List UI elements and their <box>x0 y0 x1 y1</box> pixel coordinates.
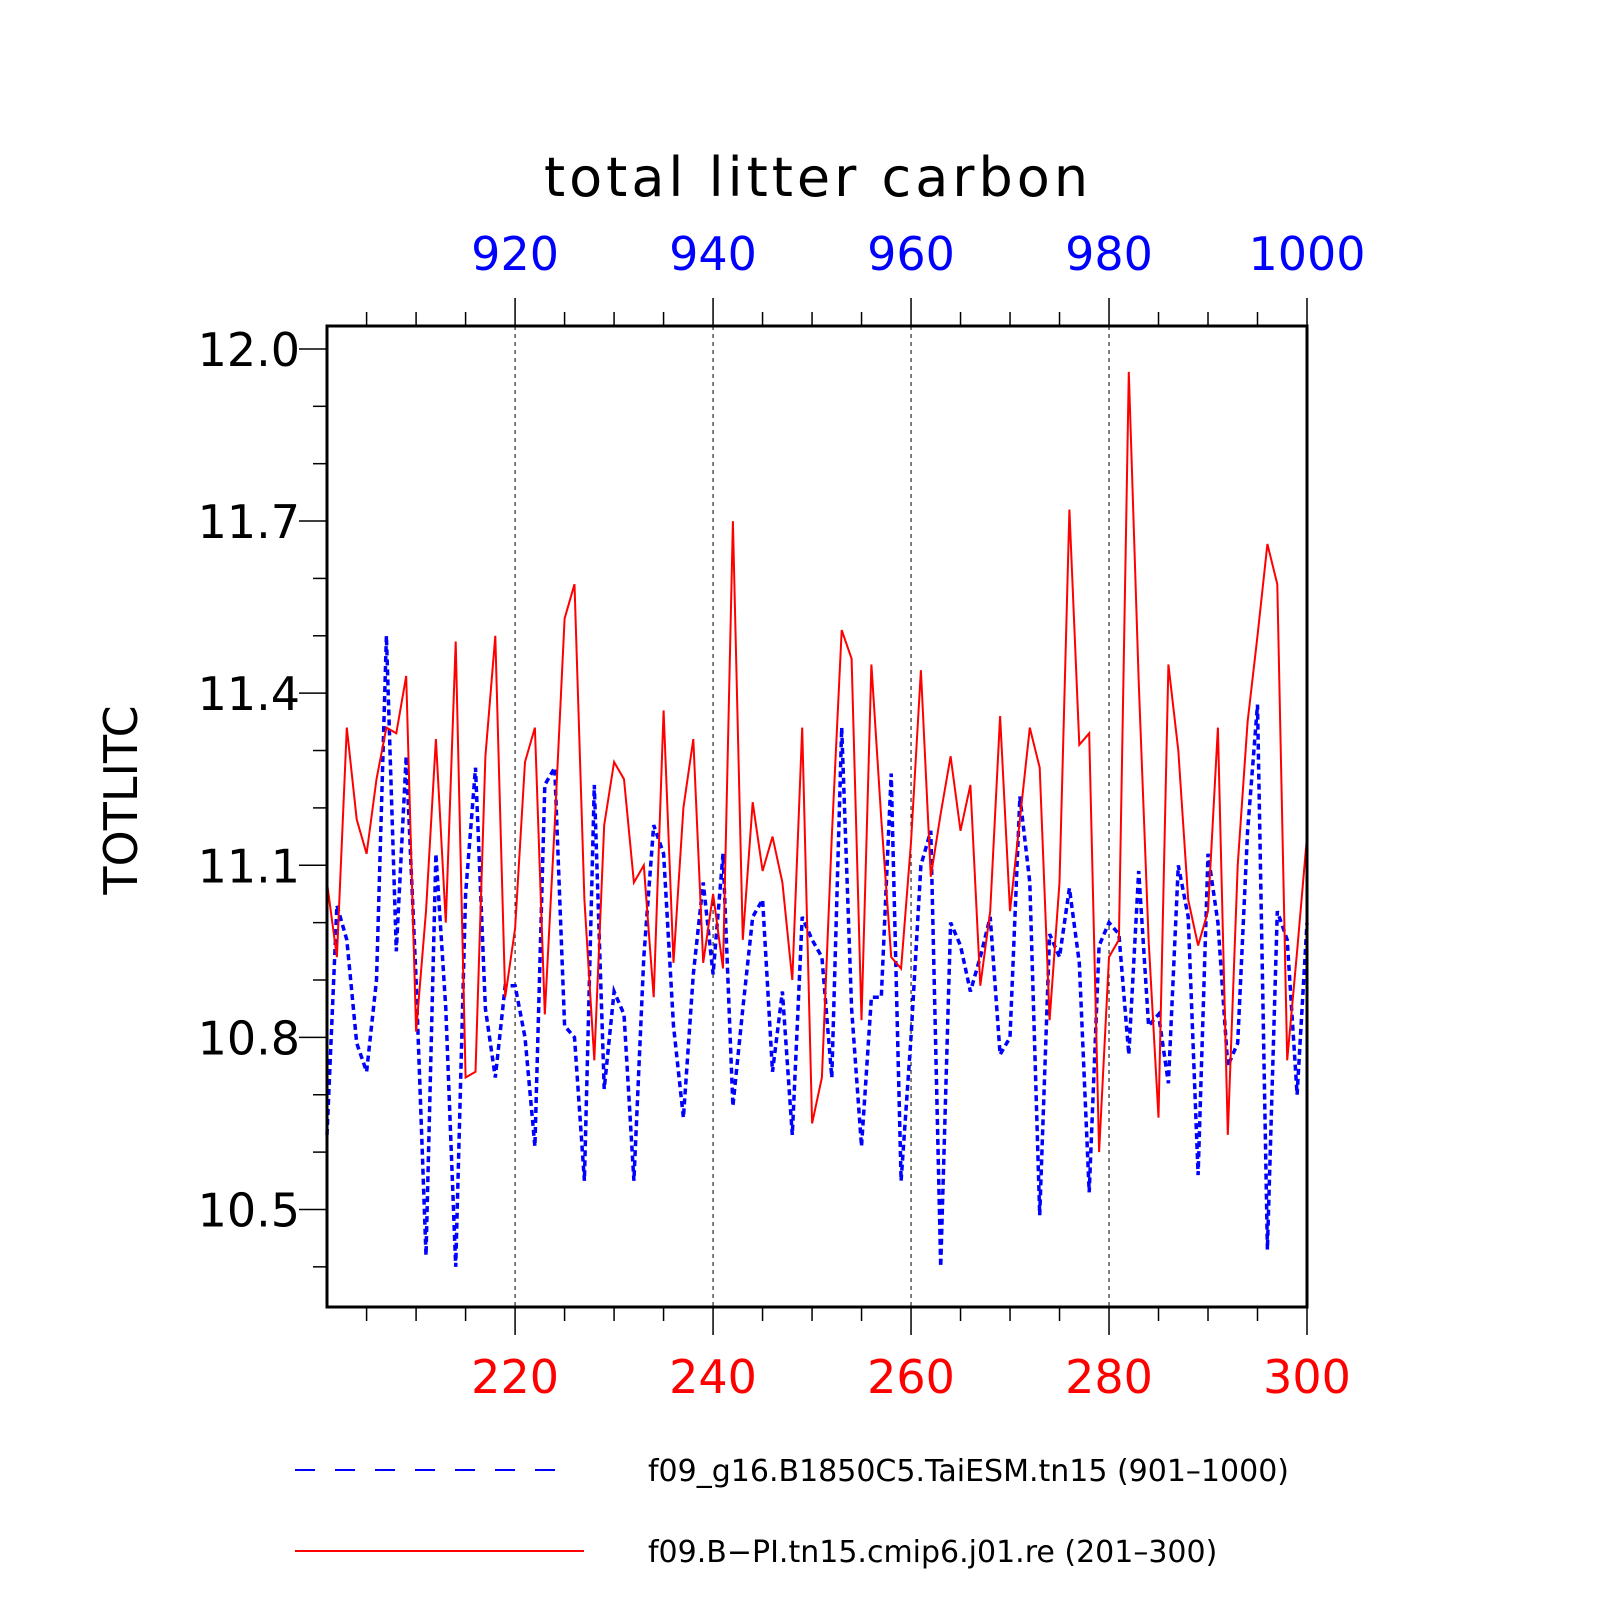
x-bottom-tick-label: 220 <box>471 1350 559 1404</box>
x-top-tick-label: 980 <box>1065 227 1153 281</box>
y-tick-label: 11.1 <box>198 839 300 893</box>
y-axis-label: TOTLITC <box>94 705 148 895</box>
x-bottom-tick-label: 300 <box>1263 1350 1351 1404</box>
series-line-2 <box>326 371 1308 1153</box>
x-bottom-tick-label: 260 <box>867 1350 955 1404</box>
x-bottom-tick-label: 280 <box>1065 1350 1153 1404</box>
x-axis-bottom-ticks: 220 240 260 280 300 <box>365 1307 1351 1404</box>
vertical-gridlines <box>514 326 1110 1307</box>
legend-label-series-1: f09_g16.B1850C5.TaiESM.tn15 (901–1000) <box>648 1454 1289 1489</box>
y-axis-ticks: 10.5 10.8 11.1 11.4 11.7 12.0 <box>198 323 327 1268</box>
series-line-1 <box>325 635 1309 1267</box>
x-axis-top-ticks: 920 940 960 980 1000 <box>365 227 1366 326</box>
y-tick-label: 11.4 <box>198 667 300 721</box>
plot-frame <box>325 324 1309 1309</box>
y-tick-label: 10.8 <box>198 1011 300 1065</box>
legend: f09_g16.B1850C5.TaiESM.tn15 (901–1000) f… <box>295 1454 1289 1570</box>
x-top-tick-label: 920 <box>471 227 559 281</box>
y-tick-label: 11.7 <box>198 495 300 549</box>
y-tick-label: 12.0 <box>198 323 300 377</box>
x-bottom-tick-label: 240 <box>669 1350 757 1404</box>
series-lines <box>325 371 1309 1267</box>
x-top-tick-label: 1000 <box>1248 227 1365 281</box>
chart-title: total litter carbon <box>544 146 1092 209</box>
x-top-tick-label: 960 <box>867 227 955 281</box>
y-tick-label: 10.5 <box>198 1183 300 1237</box>
x-top-tick-label: 940 <box>669 227 757 281</box>
legend-label-series-2: f09.B−PI.tn15.cmip6.j01.re (201–300) <box>648 1535 1217 1570</box>
